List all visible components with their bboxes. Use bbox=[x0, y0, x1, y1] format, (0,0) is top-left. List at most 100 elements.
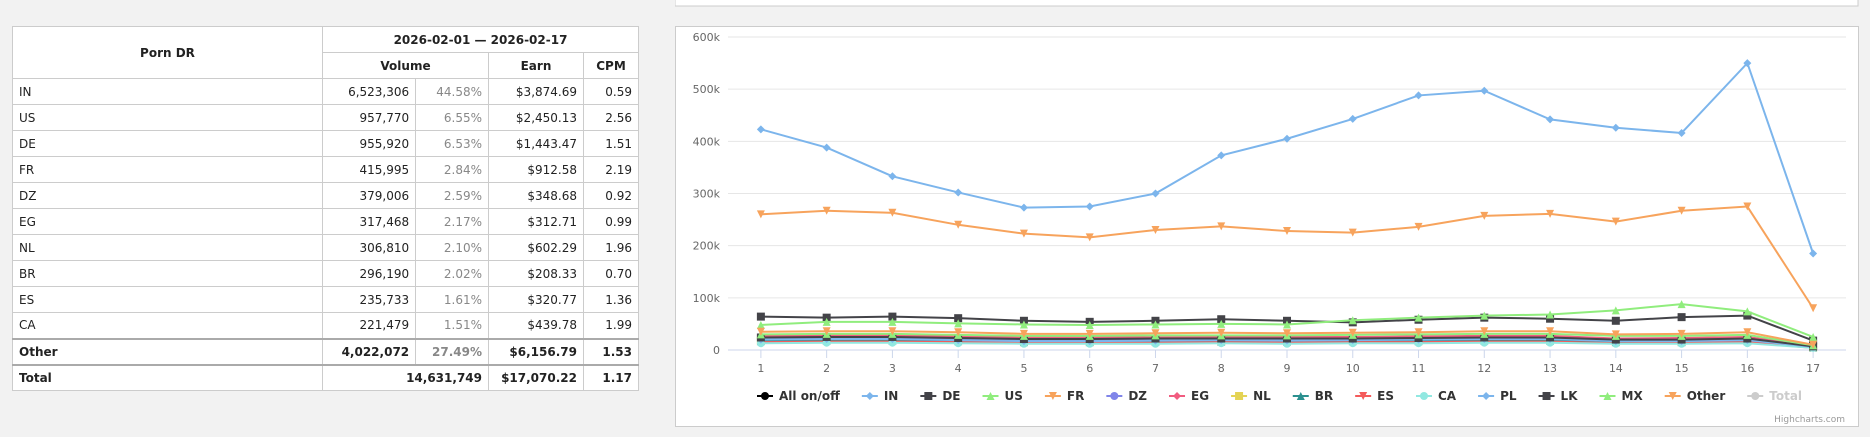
point bbox=[1677, 329, 1686, 338]
credits: Highcharts.com bbox=[1774, 415, 1845, 425]
legend-item[interactable]: DE bbox=[942, 389, 960, 403]
legend-item[interactable]: CA bbox=[1438, 389, 1457, 403]
point bbox=[1283, 329, 1291, 338]
legend-item[interactable]: EG bbox=[1191, 389, 1209, 403]
legend-item[interactable]: LK bbox=[1561, 389, 1579, 403]
point bbox=[954, 314, 963, 323]
point bbox=[756, 210, 765, 219]
point bbox=[1546, 327, 1555, 336]
point bbox=[1348, 114, 1357, 123]
table-cell: 2026-02-01 — 2026-02-17 bbox=[322, 26, 639, 53]
legend-marker bbox=[761, 392, 769, 400]
stats-table: Porn DR 2026-02-01 — 2026-02-17 Volume Earn… bbox=[12, 26, 639, 391]
legend-item[interactable]: MX bbox=[1622, 389, 1644, 403]
point bbox=[1283, 227, 1291, 236]
table-cell: 6,523,306 bbox=[321, 78, 417, 105]
y-tick-label: 300k bbox=[693, 188, 721, 201]
legend-item[interactable]: FR bbox=[1067, 389, 1084, 403]
table-cell: $912.58 bbox=[488, 156, 584, 183]
legend-item[interactable]: Other bbox=[1687, 389, 1726, 403]
legend-item[interactable]: US bbox=[1005, 389, 1023, 403]
table-cell: 6.53% bbox=[415, 130, 489, 157]
legend-marker bbox=[1603, 392, 1612, 400]
point bbox=[1809, 340, 1818, 349]
table-row: DE 955,920 6.53% $1,443.47 1.51 bbox=[12, 130, 639, 157]
point bbox=[888, 172, 897, 181]
legend-marker bbox=[1751, 392, 1760, 400]
point bbox=[1085, 329, 1094, 338]
legend-item[interactable]: All on/off bbox=[779, 389, 840, 403]
legend-item[interactable]: ES bbox=[1377, 389, 1394, 403]
legend-marker bbox=[986, 392, 995, 400]
table-cell: 317,468 bbox=[321, 208, 417, 235]
point bbox=[1348, 228, 1357, 237]
point bbox=[1677, 300, 1686, 309]
table-row: NL 306,810 2.10% $602.29 1.96 bbox=[12, 234, 639, 261]
point bbox=[888, 208, 897, 217]
point bbox=[1348, 328, 1357, 337]
point bbox=[1743, 307, 1752, 316]
table-row: ES 235,733 1.61% $320.77 1.36 bbox=[12, 286, 639, 313]
table-cell: 1.51 bbox=[583, 130, 639, 157]
point bbox=[1019, 329, 1028, 338]
legend-marker bbox=[1235, 392, 1244, 400]
x-tick-label: 14 bbox=[1609, 362, 1623, 375]
x-tick-label: 11 bbox=[1412, 362, 1426, 375]
table-cell: US bbox=[12, 104, 323, 131]
point bbox=[1414, 222, 1423, 231]
x-tick-label: 8 bbox=[1218, 362, 1225, 375]
legend-item[interactable]: NL bbox=[1253, 389, 1271, 403]
legend-item[interactable]: PL bbox=[1500, 389, 1517, 403]
point bbox=[1217, 151, 1226, 160]
table-cell: 1.96 bbox=[583, 234, 639, 261]
table-row: US 957,770 6.55% $2,450.13 2.56 bbox=[12, 104, 639, 131]
table-cell: $6,156.79 bbox=[488, 337, 584, 365]
table-cell: $3,874.69 bbox=[488, 78, 584, 105]
table-cell: 2.17% bbox=[415, 208, 489, 235]
point bbox=[1151, 226, 1160, 235]
table-cell: Earn bbox=[488, 52, 584, 79]
point bbox=[1546, 310, 1555, 319]
point bbox=[1677, 206, 1686, 215]
table-cell: 1.51% bbox=[415, 312, 489, 339]
point bbox=[888, 317, 897, 326]
x-tick-label: 9 bbox=[1284, 362, 1291, 375]
legend-item[interactable]: BR bbox=[1315, 389, 1333, 403]
legend-item[interactable]: Total bbox=[1769, 389, 1802, 403]
table-cell: 221,479 bbox=[321, 312, 417, 339]
y-tick-label: 600k bbox=[693, 31, 721, 44]
table-cell: 0.70 bbox=[583, 260, 639, 287]
point bbox=[888, 312, 897, 321]
legend-marker bbox=[1668, 392, 1677, 400]
point bbox=[822, 143, 831, 152]
table-row: Other 4,022,072 27.49% $6,156.79 1.53 bbox=[12, 337, 639, 365]
x-tick-label: 10 bbox=[1346, 362, 1360, 375]
point bbox=[1151, 189, 1160, 198]
point bbox=[1611, 123, 1620, 132]
point bbox=[1217, 315, 1226, 324]
table-cell: $439.78 bbox=[488, 312, 584, 339]
table-cell: CA bbox=[12, 312, 323, 339]
table-row: Porn DR 2026-02-01 — 2026-02-17 bbox=[12, 26, 639, 79]
y-tick-label: 0 bbox=[713, 344, 720, 357]
point bbox=[1743, 59, 1752, 68]
legend-item[interactable]: DZ bbox=[1128, 389, 1147, 403]
point bbox=[1809, 332, 1818, 341]
table-cell: 296,190 bbox=[321, 260, 417, 287]
x-tick-label: 7 bbox=[1152, 362, 1159, 375]
point bbox=[1611, 217, 1620, 226]
point bbox=[1283, 134, 1291, 143]
table-cell: 0.92 bbox=[583, 182, 639, 209]
top-panel bbox=[675, 0, 1859, 7]
table-cell: $348.68 bbox=[488, 182, 584, 209]
y-tick-label: 100k bbox=[693, 292, 721, 305]
table-cell: FR bbox=[12, 156, 323, 183]
table-cell: 1.17 bbox=[583, 363, 639, 391]
legend-marker bbox=[1048, 392, 1057, 400]
x-tick-label: 5 bbox=[1020, 362, 1027, 375]
table-cell: 2.84% bbox=[415, 156, 489, 183]
legend-item[interactable]: IN bbox=[884, 389, 899, 403]
point bbox=[888, 327, 897, 336]
table-cell: 44.58% bbox=[415, 78, 489, 105]
point bbox=[954, 188, 963, 197]
